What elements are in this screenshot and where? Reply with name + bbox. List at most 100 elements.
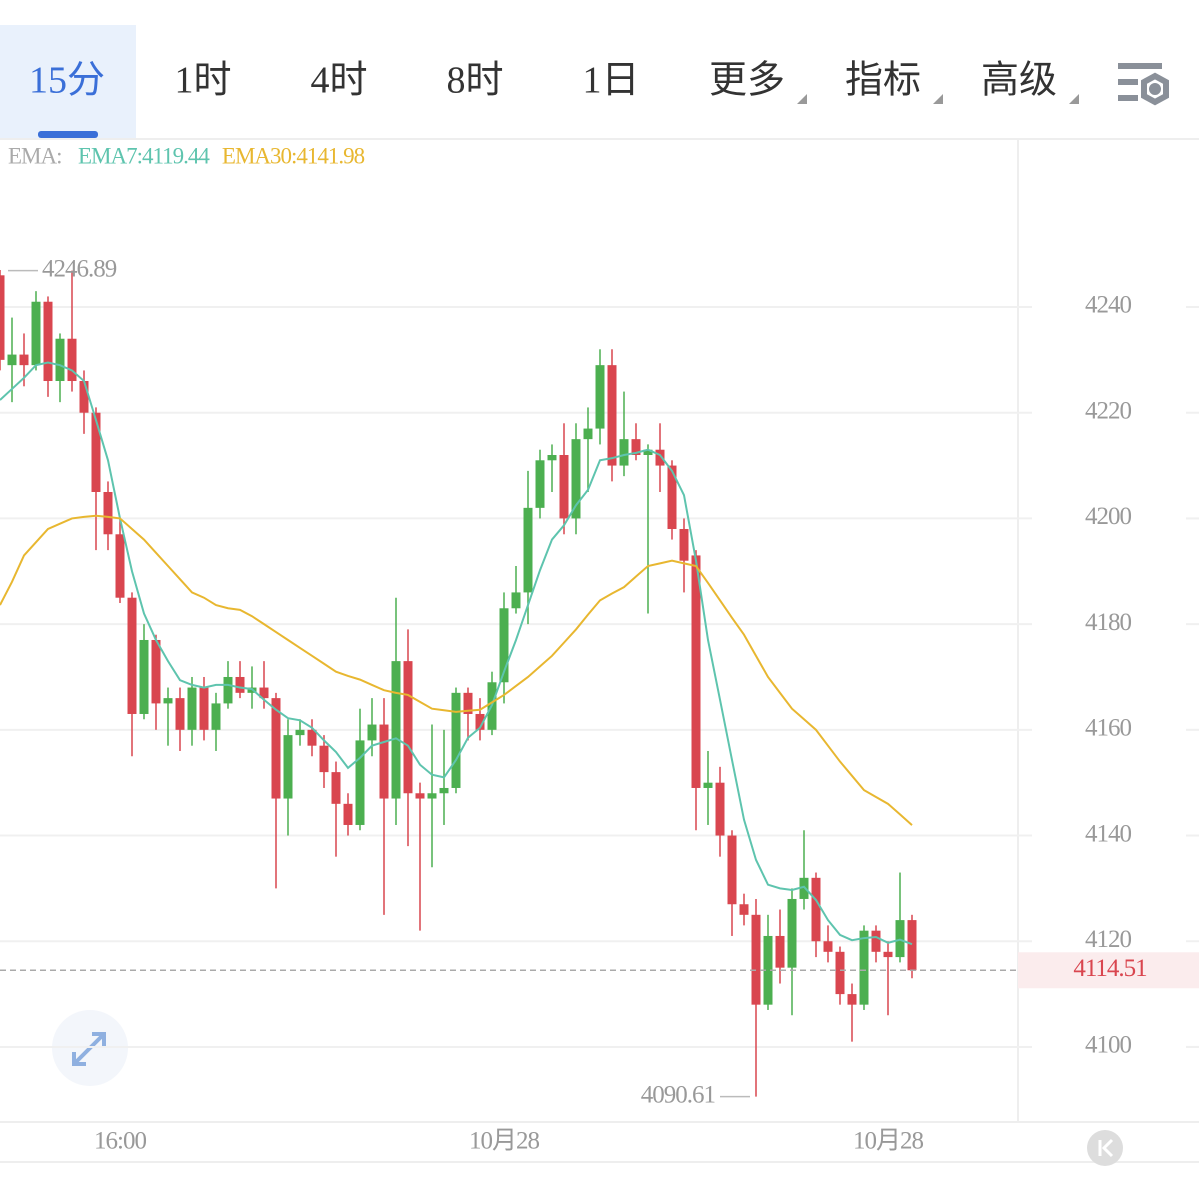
candle-body xyxy=(103,491,113,535)
y-tick-label: 4240 xyxy=(1085,292,1132,319)
tab[interactable]: 1日 xyxy=(582,60,639,102)
y-tick-label: 4180 xyxy=(1085,609,1132,636)
legend-label: EMA: xyxy=(8,143,62,168)
candle-body xyxy=(151,639,161,704)
expand-button[interactable] xyxy=(52,1010,128,1086)
candle-body xyxy=(895,920,905,958)
x-tick-label: 16:00 xyxy=(94,1128,146,1155)
candle-body xyxy=(511,592,521,609)
candle-body xyxy=(391,661,401,799)
candle-body xyxy=(847,994,857,1005)
x-tick-label: 10月28 xyxy=(469,1128,540,1155)
candle-body xyxy=(415,793,425,799)
candle-body xyxy=(607,365,617,466)
candle-body xyxy=(499,608,509,683)
active-tab-indicator xyxy=(38,131,98,138)
max-label: 4246.89 xyxy=(42,255,117,282)
x-tick-label: 10月28 xyxy=(853,1128,924,1155)
candle-body xyxy=(691,555,701,788)
candle-body xyxy=(235,676,245,693)
candle-body xyxy=(787,898,797,968)
candle-body xyxy=(583,428,593,440)
candle-body xyxy=(427,793,437,799)
candle-body xyxy=(331,772,341,804)
candle-body xyxy=(463,692,473,714)
candle-body xyxy=(43,301,53,382)
candle-body xyxy=(319,745,329,773)
candle-body xyxy=(199,687,209,730)
candle-body xyxy=(163,698,173,704)
ema-line xyxy=(0,361,913,946)
settings-icon[interactable] xyxy=(1118,63,1169,106)
candle-body xyxy=(643,449,653,456)
candle-body xyxy=(703,782,713,788)
active-tab-bg xyxy=(0,25,136,138)
dropdown-caret xyxy=(797,94,807,104)
candle-body xyxy=(307,729,317,746)
tab[interactable]: 高级 xyxy=(981,60,1057,102)
candle-body xyxy=(67,338,77,382)
candle-body xyxy=(667,465,677,529)
legend-entry: EMA7:4119.44 xyxy=(78,143,210,168)
dropdown-caret xyxy=(1069,94,1079,104)
last-price-box xyxy=(1018,952,1199,989)
last-price-label: 4114.51 xyxy=(1073,955,1146,982)
candle-body xyxy=(883,951,893,958)
dropdown-caret xyxy=(933,94,943,104)
candle-body xyxy=(31,301,41,366)
tab[interactable]: 指标 xyxy=(845,60,921,102)
candle-body xyxy=(907,920,917,971)
candle-body xyxy=(559,455,569,519)
candle-body xyxy=(631,439,641,456)
candle-body xyxy=(259,687,269,699)
candle-body xyxy=(439,787,449,794)
y-tick-label: 4160 xyxy=(1085,715,1132,742)
candle-body xyxy=(175,698,185,730)
candle-body xyxy=(751,914,761,1005)
candle-body xyxy=(451,692,461,788)
candle-body xyxy=(55,338,65,382)
candle-body xyxy=(763,935,773,1005)
candle-body xyxy=(283,735,293,799)
candle-body xyxy=(115,534,125,598)
candle-body xyxy=(403,661,413,794)
y-tick-label: 4100 xyxy=(1085,1032,1132,1059)
tab[interactable]: 15分 xyxy=(29,60,105,102)
candle-body xyxy=(619,439,629,466)
candle-body xyxy=(295,729,305,736)
candle-body xyxy=(823,941,833,952)
candle-body xyxy=(367,724,377,741)
tab[interactable]: 8时 xyxy=(446,60,503,102)
candle-body xyxy=(0,275,5,360)
tab[interactable]: 更多 xyxy=(709,60,785,102)
candle-body xyxy=(655,449,665,466)
y-tick-label: 4140 xyxy=(1085,820,1132,847)
candle-body xyxy=(187,687,197,730)
y-tick-label: 4220 xyxy=(1085,397,1132,424)
candle-body xyxy=(595,365,605,429)
candle-body xyxy=(79,381,89,413)
tab[interactable]: 1时 xyxy=(174,60,231,102)
legend-entry: EMA30:4141.98 xyxy=(222,143,365,168)
candle-body xyxy=(811,877,821,942)
candle-body xyxy=(7,354,17,366)
candle-body xyxy=(799,877,809,899)
candle-body xyxy=(739,904,749,915)
candle-body xyxy=(139,639,149,714)
candle-body xyxy=(523,507,533,593)
candle-body xyxy=(379,724,389,799)
candle-body xyxy=(859,930,869,1005)
y-tick-label: 4200 xyxy=(1085,503,1132,530)
candle-body xyxy=(775,935,785,968)
candle-body xyxy=(547,455,557,461)
candle-body xyxy=(571,439,581,519)
tab[interactable]: 4时 xyxy=(310,60,367,102)
candle-body xyxy=(679,528,689,561)
y-tick-label: 4120 xyxy=(1085,926,1132,953)
candle-body xyxy=(475,713,485,730)
candle-body xyxy=(715,782,725,836)
candle-body xyxy=(211,703,221,730)
ema-line xyxy=(0,514,913,826)
scroll-start-button[interactable] xyxy=(1087,1130,1123,1166)
